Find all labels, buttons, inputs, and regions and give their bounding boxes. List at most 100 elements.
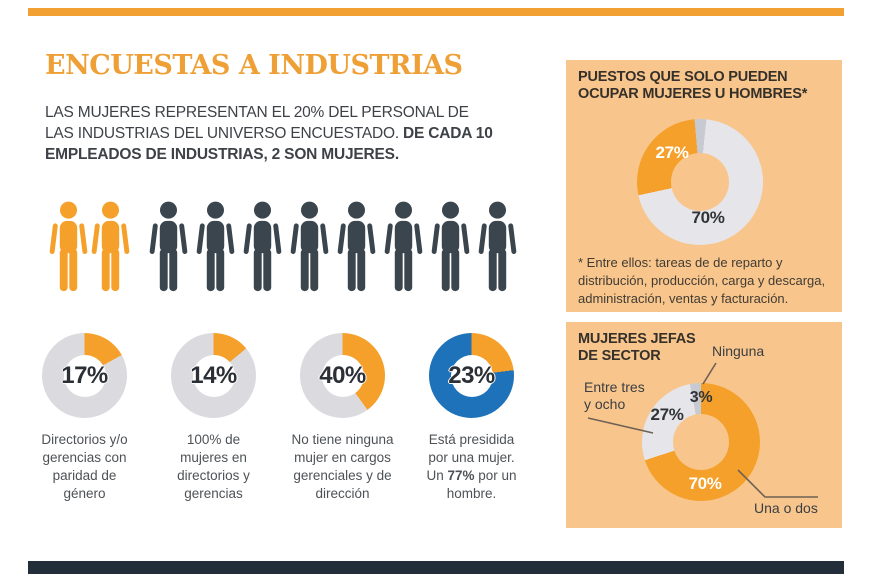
person-icon-man	[195, 200, 236, 292]
text-line: hombre.	[426, 485, 516, 503]
donut-percent-label: 23%	[448, 361, 495, 389]
slice-label-ninguna-3: 3%	[689, 389, 713, 406]
text-segment: directorios y	[177, 468, 250, 483]
panel-title: PUESTOS QUE SOLO PUEDEN OCUPAR MUJERES U…	[578, 69, 807, 103]
text-segment: EMPLEADOS DE INDUSTRIAS, 2 SON MUJERES.	[45, 146, 399, 163]
person-icon-woman	[48, 200, 89, 292]
donut-chart-block: 40% No tiene ninguna mujer en cargos gerenc…	[278, 333, 407, 503]
text-line: mujeres en	[177, 449, 250, 467]
footnote-line: administración, ventas y facturación.	[578, 291, 789, 306]
donut-hole	[671, 153, 729, 211]
person-icon-man	[430, 200, 471, 292]
person-icon-man	[242, 200, 283, 292]
text-segment: mujer en cargos	[294, 450, 391, 465]
person-icon-man	[336, 200, 377, 292]
donut-caption: Está presidida por una mujer. Un 77% por u…	[426, 431, 516, 503]
donut-hole	[63, 354, 106, 397]
text-segment: Directorios y/o	[41, 432, 128, 447]
donut-hole	[321, 354, 364, 397]
donut-chart: 40%	[300, 333, 385, 418]
footnote-line: * Entre ellos: tareas de de reparto y	[578, 255, 783, 270]
pictogram-people	[48, 200, 524, 292]
panel-title-line: PUESTOS QUE SOLO PUEDEN	[578, 69, 788, 85]
text-line: dirección	[291, 485, 393, 503]
slice-label-entre-27: 27%	[650, 405, 684, 424]
text-line: No tiene ninguna	[291, 431, 393, 449]
panel-footnote: * Entre ellos: tareas de de reparto y di…	[578, 254, 825, 308]
text-line: gerencias	[177, 485, 250, 503]
donut-caption: No tiene ninguna mujer en cargos gerencial…	[291, 431, 393, 503]
donut-hole	[673, 414, 729, 470]
text-segment: dirección	[315, 486, 370, 501]
donut-hole	[450, 354, 493, 397]
text-segment: LAS MUJERES REPRESENTAN EL 20% DEL PERSO…	[45, 104, 469, 121]
donut-chart-block: 14% 100% de mujeres en directorios y gerenci…	[149, 333, 278, 503]
text-line: mujer en cargos	[291, 449, 393, 467]
text-segment: gerencias con	[42, 450, 127, 465]
donut-caption: 100% de mujeres en directorios y gerencias	[177, 431, 250, 503]
person-icon-man	[477, 200, 518, 292]
person-icon-man	[383, 200, 424, 292]
text-segment: LAS INDUSTRIAS DEL UNIVERSO ENCUESTADO.	[45, 125, 404, 142]
text-segment: 100% de	[186, 432, 241, 447]
text-segment: por un	[474, 468, 517, 483]
text-line: por una mujer.	[426, 449, 516, 467]
text-segment: mujeres en	[180, 450, 247, 465]
text-line: género	[41, 485, 127, 503]
text-segment: género	[63, 486, 106, 501]
text-line: paridad de	[41, 467, 127, 485]
panel-title-line: MUJERES JEFAS	[578, 331, 696, 347]
panel-puestos-exclusivos: PUESTOS QUE SOLO PUEDEN OCUPAR MUJERES U…	[566, 60, 842, 312]
donut-chart-block: 23% Está presidida por una mujer. Un 77% po…	[407, 333, 536, 503]
donut-percent-label: 17%	[61, 361, 108, 389]
page-title: ENCUESTAS A INDUSTRIAS	[45, 50, 463, 81]
slice-label-hombres-70: 70%	[691, 208, 725, 227]
donut-chart: 23%	[429, 333, 514, 418]
panel-title-line: DE SECTOR	[578, 348, 661, 364]
text-segment: por una mujer.	[428, 450, 515, 465]
text-line: Un 77% por un	[426, 467, 516, 485]
text-segment: gerenciales y de	[293, 468, 392, 483]
text-segment: DE CADA 10	[403, 125, 493, 142]
donut-chart: 17%	[42, 333, 127, 418]
bottom-accent-bar	[28, 561, 844, 574]
text-segment: No tiene ninguna	[291, 432, 394, 447]
donut-percent-label: 40%	[319, 361, 366, 389]
text-line: LAS MUJERES REPRESENTAN EL 20% DEL PERSO…	[45, 102, 493, 123]
text-line: EMPLEADOS DE INDUSTRIAS, 2 SON MUJERES.	[45, 144, 493, 165]
legend-label-line: y ocho	[584, 396, 626, 412]
text-segment: Está presidida	[428, 432, 515, 447]
donut-chart-row: 17% Directorios y/o gerencias con paridad d…	[20, 333, 536, 503]
donut-hole	[192, 354, 235, 397]
text-line: gerenciales y de	[291, 467, 393, 485]
text-line: directorios y	[177, 467, 250, 485]
donut-percent-label: 14%	[190, 361, 237, 389]
donut-chart-jefas	[642, 383, 760, 501]
person-icon-man	[148, 200, 189, 292]
text-segment: 77%	[447, 468, 475, 483]
panel-mujeres-jefas: MUJERES JEFAS DE SECTOR Ninguna 3% Entre…	[566, 322, 842, 528]
panel-title: MUJERES JEFAS DE SECTOR	[578, 331, 696, 365]
legend-label-entre-tres-y-ocho: Entre tres y ocho	[584, 379, 645, 413]
text-segment: hombre.	[446, 486, 497, 501]
text-segment: gerencias	[184, 486, 243, 501]
slice-label-mujeres-27: 27%	[655, 143, 689, 162]
slice-label-una-70: 70%	[688, 474, 722, 493]
text-line: Directorios y/o	[41, 431, 127, 449]
person-icon-man	[289, 200, 330, 292]
top-accent-bar	[28, 8, 844, 16]
text-segment: paridad de	[52, 468, 117, 483]
text-line: 100% de	[177, 431, 250, 449]
donut-chart: 14%	[171, 333, 256, 418]
donut-chart-block: 17% Directorios y/o gerencias con paridad d…	[20, 333, 149, 503]
text-segment: Un	[426, 468, 448, 483]
donut-chart-puestos	[637, 119, 763, 245]
text-line: LAS INDUSTRIAS DEL UNIVERSO ENCUESTADO. …	[45, 123, 493, 144]
panel-title-line: OCUPAR MUJERES U HOMBRES*	[578, 86, 808, 102]
text-line: gerencias con	[41, 449, 127, 467]
person-icon-woman	[90, 200, 131, 292]
text-line: Está presidida	[426, 431, 516, 449]
footnote-line: distribución, producción, carga y descar…	[578, 273, 826, 288]
intro-text: LAS MUJERES REPRESENTAN EL 20% DEL PERSO…	[45, 102, 493, 165]
